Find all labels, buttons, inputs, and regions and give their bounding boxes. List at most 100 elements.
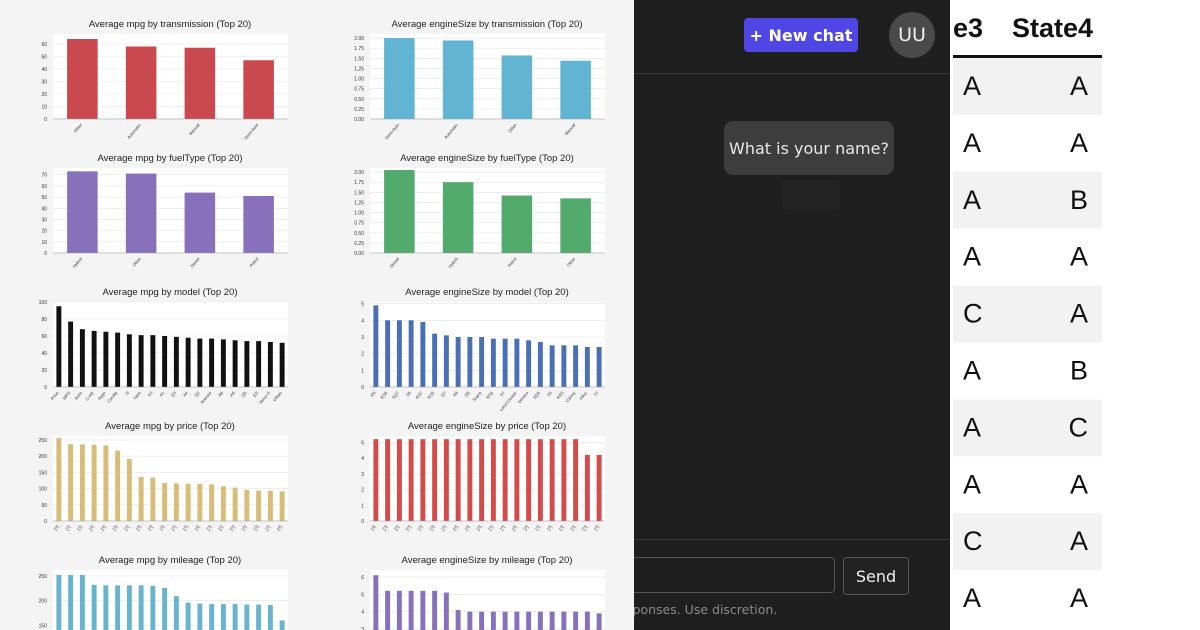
bar xyxy=(502,611,508,630)
y-tick-label: 1 xyxy=(361,503,364,509)
x-tick-label: Yaris xyxy=(132,390,142,400)
y-tick-label: 80 xyxy=(41,317,47,323)
table-cell: A xyxy=(1070,242,1088,272)
bar xyxy=(67,39,98,119)
x-tick-label: Camry xyxy=(565,390,577,403)
bar xyxy=(79,329,85,387)
bar xyxy=(479,611,485,630)
chart-title: Average engineSize by fuelType (Top 20) xyxy=(400,153,574,164)
send-button[interactable]: Send xyxy=(843,557,909,595)
chart-8: Average engineSize by price (Top 20) 0 1 2 3… xyxy=(361,421,605,531)
message-input[interactable] xyxy=(634,557,835,593)
table-cell: A xyxy=(963,185,981,215)
table-row xyxy=(953,342,1102,400)
y-tick-label: 5 xyxy=(361,440,364,446)
x-tick-label: A8 xyxy=(229,390,237,398)
data-table-panel: e3 State4 A A A A A B A A C A A B A C A A C A A A xyxy=(950,0,1200,630)
y-tick-label: 20 xyxy=(41,92,47,98)
x-tick-label: [?] xyxy=(76,524,83,531)
x-tick-label: SQ5 xyxy=(532,390,542,400)
bar xyxy=(549,345,555,387)
x-tick-label: Hybrid xyxy=(72,256,84,269)
bar xyxy=(526,340,532,387)
bar xyxy=(385,439,391,521)
y-tick-label: 250 xyxy=(39,438,48,444)
bar xyxy=(408,590,414,630)
new-chat-button[interactable]: + New chat xyxy=(744,18,858,52)
bar xyxy=(549,439,555,521)
bar xyxy=(267,341,273,387)
x-tick-label: Manual xyxy=(564,122,577,136)
bar xyxy=(490,439,496,521)
x-tick-label: Hybrid xyxy=(447,256,459,269)
x-tick-label: S8 xyxy=(405,390,413,398)
bar xyxy=(243,60,274,119)
x-tick-label: Petrol xyxy=(507,256,518,268)
y-tick-label: 2.00 xyxy=(354,170,364,176)
bar xyxy=(232,604,238,630)
x-tick-label: RS3 xyxy=(556,390,565,400)
bar xyxy=(115,585,121,630)
bar xyxy=(455,439,461,521)
y-tick-label: 0.75 xyxy=(354,221,364,227)
bar xyxy=(220,339,226,387)
bar xyxy=(68,444,74,521)
y-tick-label: 250 xyxy=(39,574,48,580)
chart-title: Average mpg by model (Top 20) xyxy=(102,287,237,298)
y-tick-label: 1.50 xyxy=(354,190,364,196)
y-tick-label: 1.75 xyxy=(354,46,364,52)
x-tick-label: [?] xyxy=(382,524,389,531)
bar xyxy=(373,439,379,521)
y-tick-label: 0 xyxy=(44,385,47,391)
y-tick-label: 0.00 xyxy=(354,251,364,257)
chat-response-placeholder xyxy=(782,180,840,210)
table-cell: B xyxy=(1070,356,1088,386)
y-tick-label: 70 xyxy=(41,173,47,179)
chart-title: Average mpg by mileage (Top 20) xyxy=(99,555,241,566)
y-tick-label: 4 xyxy=(361,610,364,616)
bar xyxy=(561,439,567,521)
bar xyxy=(385,590,391,630)
x-tick-label: TT xyxy=(593,390,600,397)
bar xyxy=(197,603,203,630)
bar xyxy=(408,439,414,521)
chart-6: Average engineSize by model (Top 20) 0 1 2 3… xyxy=(361,287,605,412)
y-tick-label: 0 xyxy=(44,251,47,257)
x-tick-label: [?] xyxy=(393,524,400,531)
x-tick-label: Other xyxy=(73,122,84,134)
bar xyxy=(432,439,438,521)
bar xyxy=(68,321,74,387)
y-tick-label: 50 xyxy=(41,195,47,201)
y-tick-label: 4 xyxy=(361,318,364,324)
y-tick-label: 100 xyxy=(39,487,48,493)
y-tick-label: 10 xyxy=(41,105,47,111)
bar xyxy=(67,171,98,253)
table-cell: A xyxy=(1070,71,1088,101)
table-row xyxy=(953,456,1102,514)
bar xyxy=(173,336,179,387)
bar xyxy=(561,611,567,630)
y-tick-label: 3 xyxy=(361,627,364,630)
bar xyxy=(467,611,473,630)
chart-2: Average engineSize by transmission (Top … xyxy=(354,19,605,141)
bar xyxy=(56,437,62,521)
chart-9: Average mpg by mileage (Top 20)100150200… xyxy=(39,555,288,630)
table-cell: A xyxy=(1070,583,1088,613)
y-tick-label: 60 xyxy=(41,334,47,340)
user-avatar[interactable]: UU xyxy=(889,12,935,58)
x-tick-label: Auris xyxy=(73,390,83,401)
chart-title: Average mpg by price (Top 20) xyxy=(105,421,235,432)
y-tick-label: 0 xyxy=(361,519,364,525)
chart-4: Average engineSize by fuelType (Top 20) 0… xyxy=(354,153,605,269)
y-tick-label: 0.25 xyxy=(354,241,364,247)
x-tick-label: SQ7 xyxy=(391,390,401,400)
bar xyxy=(115,332,121,387)
x-tick-label: [?] xyxy=(206,524,213,531)
bar xyxy=(573,439,579,521)
y-tick-label: 0.00 xyxy=(354,117,364,123)
chat-message-bubble: What is your name? xyxy=(724,121,894,175)
x-tick-label: Corolla xyxy=(106,390,119,404)
x-tick-label: [?] xyxy=(159,524,166,531)
bar xyxy=(209,604,215,630)
x-tick-label: [?] xyxy=(182,524,189,531)
